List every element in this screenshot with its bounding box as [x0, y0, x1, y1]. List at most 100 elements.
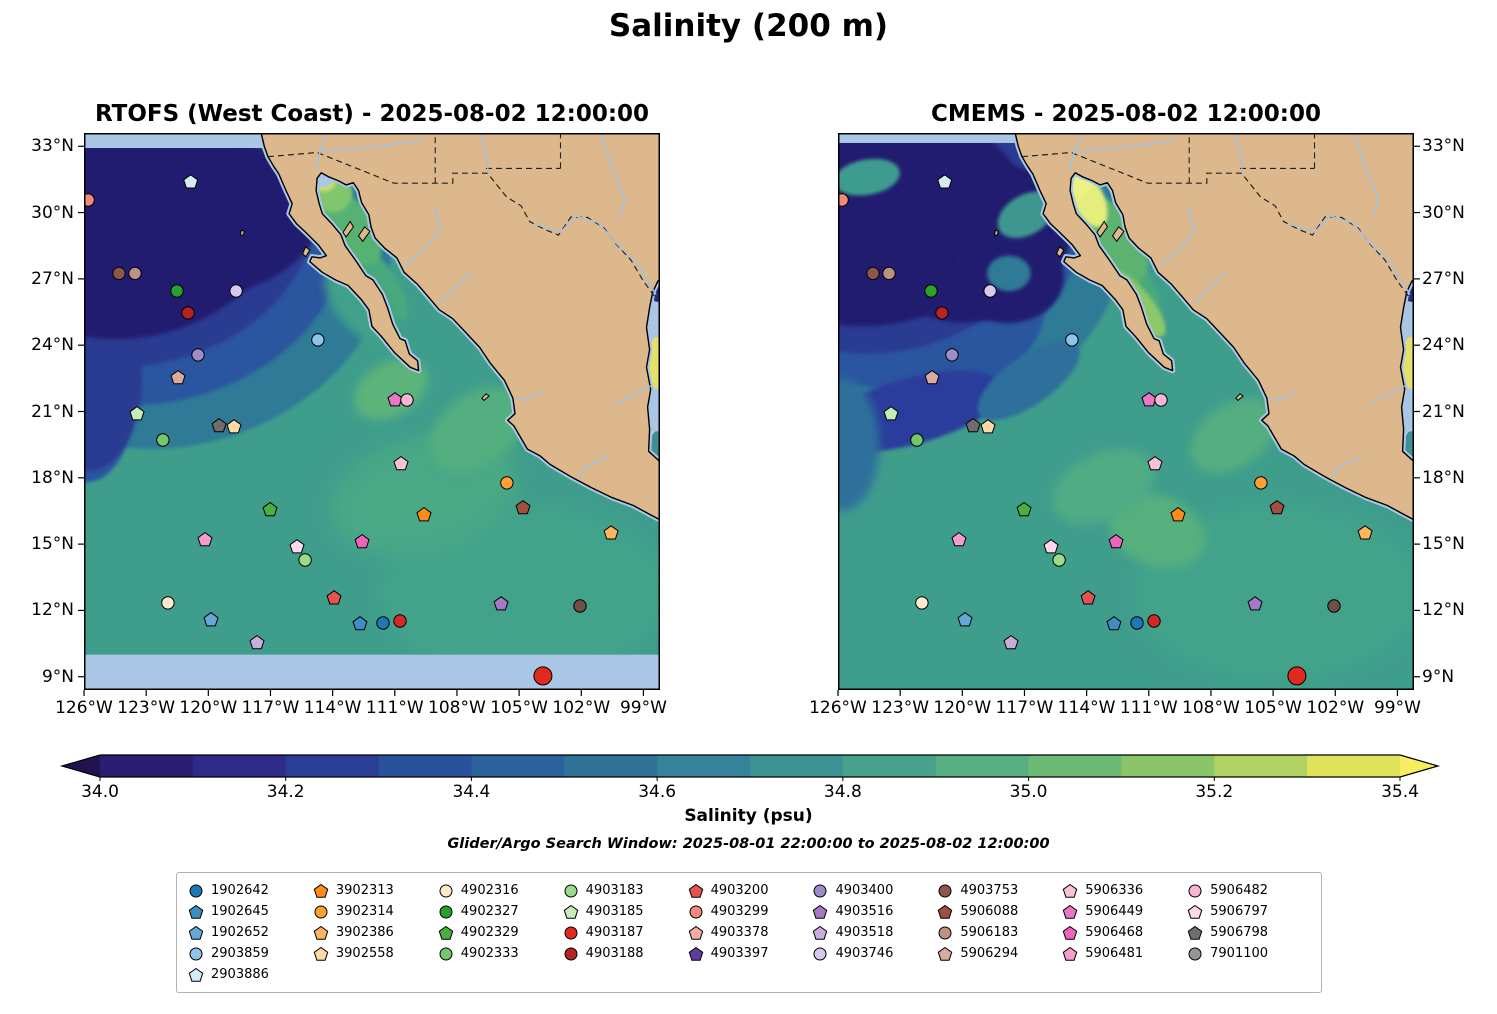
legend-float-id: 4903378 [710, 925, 769, 940]
float-marker-4903187 [1287, 666, 1307, 686]
pentagon-marker-icon [1187, 925, 1203, 940]
float-marker-5906449 [387, 392, 403, 407]
lon-tick-label: 120°W [179, 698, 238, 718]
legend-item: 1902652 [187, 922, 312, 943]
legend-item: 4903185 [562, 901, 687, 922]
legend-float-id: 1902652 [211, 925, 269, 940]
float-marker-4902316 [915, 596, 929, 610]
landmass [1014, 133, 1414, 521]
circle-marker-icon [938, 926, 952, 939]
lat-tick-label: 15°N [1422, 534, 1465, 555]
legend-float-id: 3902558 [335, 946, 394, 961]
cmems-panel-title: CMEMS - 2025-08-02 12:00:00 [930, 101, 1322, 127]
legend-float-id: 5906482 [1210, 883, 1269, 898]
legend-float-id: 4903397 [710, 946, 769, 961]
platform-legend: 1902642 1902645 1902652 2903859 2903886 39023… [176, 872, 1322, 993]
float-marker-4903188 [181, 306, 195, 320]
legend-item: 5906797 [1186, 901, 1311, 922]
circle-marker-icon [439, 884, 453, 897]
float-marker-1902652 [203, 611, 219, 627]
legend-float-id: 4902333 [460, 946, 519, 961]
float-marker-3902314 [500, 476, 514, 490]
lon-tick-label: 99°W [619, 698, 667, 718]
pentagon-marker-icon [1062, 946, 1078, 961]
legend-float-id: 2903859 [211, 946, 269, 961]
legend-float-id: 4903400 [835, 883, 894, 898]
legend-item: 4903397 [687, 943, 812, 964]
circle-marker-icon [689, 905, 703, 918]
legend-float-id: 5906798 [1210, 925, 1269, 940]
pentagon-marker-icon [688, 925, 703, 940]
circle-marker-icon [439, 947, 453, 960]
lon-tick-label: 99°W [1373, 698, 1421, 718]
float-marker-5906088 [1269, 499, 1285, 515]
legend-float-id: 4903518 [835, 925, 894, 940]
legend-item: 1902645 [187, 901, 312, 922]
legend-item: 4903183 [562, 880, 687, 901]
float-marker-5906481 [951, 531, 967, 547]
pentagon-marker-icon [313, 925, 329, 940]
legend-column: 5906482 5906797 5906798 7901100 [1186, 880, 1311, 985]
circle-marker-icon [813, 884, 827, 897]
lon-tick-label: 126°W [55, 698, 113, 718]
legend-item: 4903378 [687, 922, 812, 943]
lon-tick-label: 105°W [490, 698, 548, 718]
float-marker-4903188 [935, 306, 949, 320]
float-marker-4903518 [249, 634, 265, 650]
rtofs-panel-title: RTOFS (West Coast) - 2025-08-02 12:00:00 [94, 101, 650, 127]
circle-marker-icon [189, 884, 203, 897]
colorbar-tick-label: 34.0 [81, 782, 119, 802]
lat-tick-label: 27°N [31, 268, 74, 289]
circle-marker-icon [1188, 947, 1202, 960]
colorbar-tick-label: 34.2 [266, 782, 305, 802]
float-marker-5906336 [393, 455, 409, 471]
lat-tick-label: 21°N [1422, 401, 1465, 422]
search-window-subtitle: Glider/Argo Search Window: 2025-08-01 22… [447, 836, 1050, 852]
legend-item: 2903859 [187, 943, 312, 964]
lat-tick-label: 24°N [31, 335, 74, 356]
legend-item: 4902333 [437, 943, 562, 964]
legend-item: 7901100 [1186, 943, 1311, 964]
legend-item: 5906183 [936, 922, 1061, 943]
float-marker-3902558 [980, 419, 996, 434]
legend-item: 5906336 [1061, 880, 1186, 901]
float-marker-unlabeled [393, 614, 407, 628]
figure-title: Salinity (200 m) [608, 8, 889, 44]
float-marker-4902333 [910, 433, 924, 447]
legend-item: 4903299 [687, 901, 812, 922]
float-marker-5906797 [1043, 539, 1059, 554]
lon-tick-label: 105°W [1244, 698, 1302, 718]
pentagon-marker-icon [563, 904, 578, 919]
lat-tick-label: 15°N [31, 534, 74, 555]
float-marker-3902558 [226, 419, 242, 434]
lat-tick-label: 30°N [1422, 202, 1465, 223]
pentagon-marker-icon [938, 946, 953, 961]
pentagon-marker-icon [188, 904, 204, 919]
lat-tick-label: 12°N [31, 600, 74, 621]
float-marker-4903746 [983, 284, 997, 298]
pentagon-marker-icon [813, 904, 828, 919]
float-marker-5906482 [400, 393, 414, 407]
legend-item: 4903400 [811, 880, 936, 901]
legend-float-id: 4903183 [585, 883, 644, 898]
pentagon-marker-icon [688, 883, 703, 898]
legend-float-id: 5906797 [1210, 904, 1269, 919]
float-marker-2903859 [311, 333, 325, 347]
legend-item: 4902316 [437, 880, 562, 901]
lat-tick-label: 18°N [1422, 467, 1465, 488]
float-marker-5906468 [354, 533, 370, 549]
legend-item: 4903200 [687, 880, 812, 901]
circle-marker-icon [1188, 884, 1202, 897]
float-marker-5906449 [1141, 392, 1157, 407]
pentagon-marker-icon [1062, 925, 1078, 940]
pentagon-marker-icon [438, 925, 454, 940]
lat-tick-label: 18°N [31, 467, 74, 488]
legend-item: 4902327 [437, 901, 562, 922]
legend-float-id: 3902386 [335, 925, 394, 940]
legend-float-id: 2903886 [211, 967, 269, 982]
legend-item: 1902642 [187, 880, 312, 901]
float-marker-5906481 [197, 531, 213, 547]
lon-tick-label: 123°W [117, 698, 176, 718]
circle-marker-icon [564, 947, 578, 960]
rtofs-map [78, 133, 660, 696]
